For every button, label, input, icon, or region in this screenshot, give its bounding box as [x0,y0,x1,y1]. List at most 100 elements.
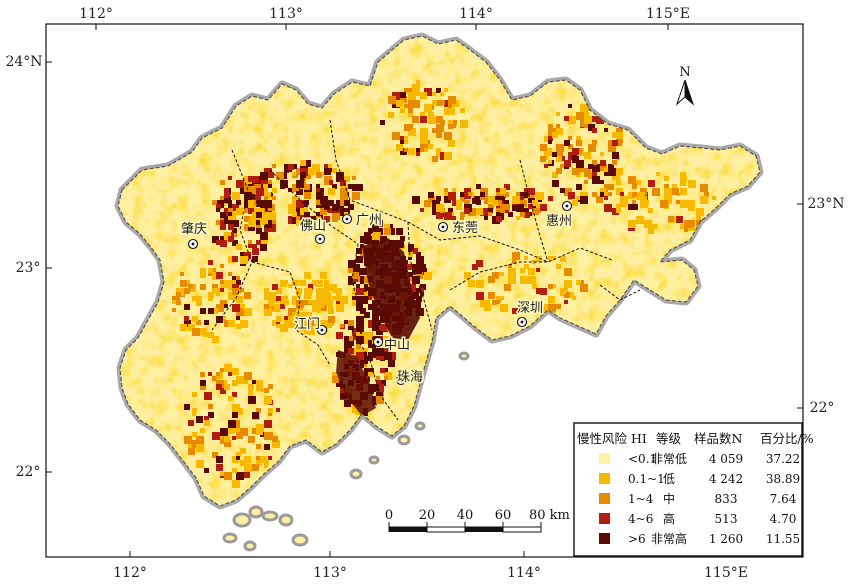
risk-cell [256,240,261,245]
risk-cell [556,124,560,128]
risk-cell [400,108,405,113]
risk-cell [684,228,688,232]
risk-cell [464,188,471,195]
risk-cell [540,288,547,295]
risk-cell [328,304,333,309]
lat-tick-label: 22° [810,400,835,416]
island [278,513,294,527]
risk-cell [284,316,291,323]
risk-cell [476,200,481,205]
risk-cell [352,192,360,200]
risk-cell [252,184,259,191]
risk-cell [296,200,304,208]
risk-cell [380,324,387,331]
risk-cell [348,324,354,330]
risk-cell [388,112,394,118]
risk-cell [400,148,407,155]
risk-cell [628,204,634,210]
risk-cell [592,172,597,177]
risk-cell [236,296,243,303]
risk-cell [280,280,287,287]
risk-cell [280,324,288,332]
risk-cell [276,408,280,412]
risk-cell [356,288,363,295]
risk-cell [216,464,223,471]
risk-cell [252,256,258,262]
island [248,505,264,519]
risk-cell [512,204,519,211]
risk-patches [172,80,716,488]
risk-cell [528,276,536,284]
risk-cell [216,204,221,209]
risk-cell [376,376,380,380]
risk-cell [408,108,413,113]
risk-cell [216,372,220,376]
island [261,510,279,522]
risk-cell [320,292,327,299]
risk-cell [320,188,324,192]
risk-cell [256,224,261,229]
risk-cell [560,256,566,262]
lon-tick-label: 113° [269,6,303,22]
risk-cell [516,216,520,220]
city-foshan: 佛山 [299,218,328,245]
risk-cell [232,456,239,463]
risk-cell [384,224,390,230]
risk-cell [292,212,297,217]
risk-cell [412,248,418,254]
risk-cell [372,228,376,232]
risk-cell [560,188,565,193]
risk-cell [248,388,253,393]
risk-cell [336,296,341,301]
risk-cell [416,268,422,274]
region-outline [117,35,761,507]
risk-cell [436,196,441,201]
island [397,434,411,446]
high-risk-core [336,350,376,416]
risk-cell [248,392,253,397]
risk-cell [256,456,260,460]
risk-cell [316,184,320,188]
risk-cell [564,292,570,298]
risk-cell [296,324,302,330]
risk-cell [564,116,569,121]
risk-cell [304,192,311,199]
risk-cell [436,88,441,93]
risk-cell [612,140,618,146]
risk-cell [416,92,420,96]
risk-cell [232,284,239,291]
risk-cell [524,256,528,260]
risk-cell [248,384,254,390]
risk-cell [436,100,442,106]
risk-cell [244,372,252,380]
risk-cell [580,280,584,284]
risk-cell [220,236,224,240]
risk-cell [236,208,243,215]
risk-cell [588,164,593,169]
risk-cell [320,196,328,204]
risk-cell [376,348,384,356]
risk-cell [292,312,296,316]
risk-cell [400,136,404,140]
risk-cell [232,228,237,233]
risk-cell [576,184,582,190]
risk-cell [512,196,520,204]
risk-cell [360,276,366,282]
risk-cell [300,280,306,286]
risk-cell [240,188,246,194]
risk-cell [580,192,587,199]
risk-cell [496,300,500,304]
risk-cell [392,240,398,246]
risk-cell [404,88,408,92]
risk-cell [592,140,597,145]
city-label: 珠海 [397,370,423,385]
risk-cell [424,148,428,152]
lat-tick-label: 23° [16,260,41,276]
legend-level: 高 [663,511,675,526]
risk-cell [236,316,240,320]
risk-cell [416,80,420,84]
risk-cell [228,420,236,428]
risk-cell [508,276,516,284]
risk-cell [352,408,357,413]
risk-cell [432,208,439,215]
